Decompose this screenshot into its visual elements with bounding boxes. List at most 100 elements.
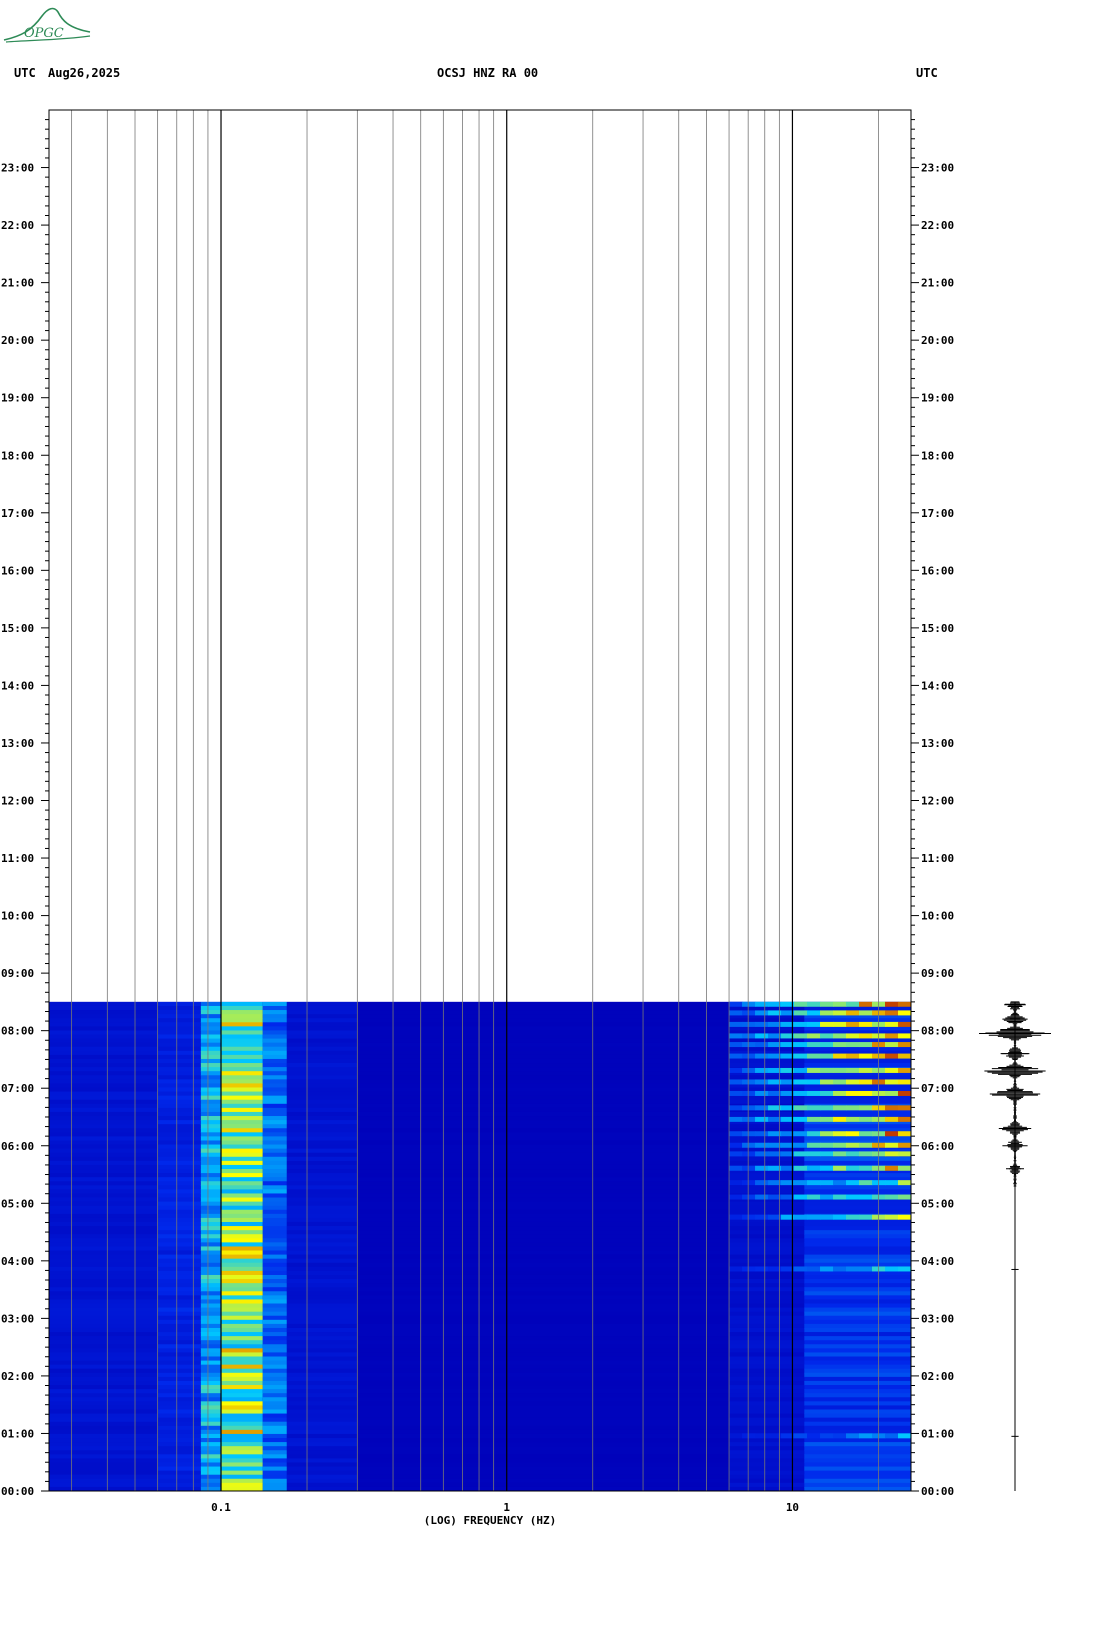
heatmap-cell (221, 1156, 263, 1162)
heatmap-cell (729, 1482, 805, 1488)
heatmap-cell (804, 1315, 911, 1321)
heatmap-cell (804, 1177, 911, 1182)
heatmap-cell (49, 1173, 158, 1178)
heatmap-cell (357, 1442, 730, 1447)
heatmap-cell (221, 1185, 263, 1190)
heatmap-cell (157, 1120, 201, 1125)
heatmap-cell (357, 1103, 730, 1109)
heatmap-cell (49, 1262, 158, 1268)
heatmap-cell (49, 1356, 158, 1362)
heatmap-cell (286, 1380, 358, 1386)
heatmap-cell (262, 1454, 287, 1459)
right-time-label: 12:00 (921, 795, 954, 808)
heatmap-cell (157, 1356, 201, 1362)
heatmap-cell (286, 1103, 358, 1109)
heatmap-cell (157, 1038, 201, 1044)
heatmap-cell (729, 1360, 805, 1366)
event-streak (833, 1105, 847, 1111)
event-streak (781, 1433, 795, 1439)
event-streak (859, 1090, 873, 1096)
event-streak (742, 1131, 756, 1137)
heatmap-cell (729, 1050, 805, 1056)
heatmap-cell (157, 1173, 201, 1178)
heatmap-cell (729, 1156, 805, 1162)
heatmap-cell (286, 1197, 358, 1203)
heatmap-cell (286, 1132, 358, 1137)
heatmap-cell (357, 1242, 730, 1247)
heatmap-cell (157, 1409, 201, 1415)
heatmap-cell (221, 1209, 263, 1215)
heatmap-cell (221, 1307, 263, 1313)
heatmap-cell (804, 1197, 911, 1203)
heatmap-cell (49, 1193, 158, 1199)
heatmap-cell (221, 1262, 263, 1268)
heatmap-cell (200, 1026, 222, 1031)
heatmap-cell (49, 1226, 158, 1231)
left-time-label: 12:00 (1, 795, 34, 808)
event-streak (820, 1042, 834, 1048)
heatmap-cell (49, 1254, 158, 1260)
heatmap-cell (357, 1095, 730, 1101)
heatmap-cell (357, 1120, 730, 1125)
heatmap-cell (262, 1226, 287, 1231)
header-left-timezone: UTC (14, 66, 36, 80)
heatmap-cell (262, 1103, 287, 1109)
heatmap-cell (729, 1438, 805, 1443)
heatmap-cell (804, 1425, 911, 1431)
heatmap-cell (221, 1213, 263, 1219)
event-streak (742, 1214, 756, 1220)
heatmap-cell (357, 1279, 730, 1284)
heatmap-cell (49, 1050, 158, 1056)
heatmap-cell (286, 1425, 358, 1431)
heatmap-cell (49, 1132, 158, 1137)
heatmap-cell (804, 1274, 911, 1280)
event-streak (820, 1105, 834, 1111)
heatmap-cell (729, 1250, 805, 1256)
heatmap-cell (157, 1332, 201, 1337)
heatmap-cell (804, 1360, 911, 1366)
heatmap-cell (49, 1450, 158, 1455)
heatmap-cell (729, 1005, 805, 1011)
event-streak (820, 1090, 834, 1096)
heatmap-cell (357, 1470, 730, 1476)
heatmap-cell (49, 1270, 158, 1276)
heatmap-cell (729, 1205, 805, 1211)
heatmap-cell (200, 1393, 222, 1398)
heatmap-cell (804, 1099, 911, 1105)
heatmap-cell (286, 1307, 358, 1313)
heatmap-cell (221, 1164, 263, 1170)
heatmap-cell (357, 1136, 730, 1141)
event-streak (807, 1001, 821, 1007)
heatmap-cell (157, 1319, 201, 1325)
event-streak (846, 1010, 860, 1016)
header-station: OCSJ HNZ RA 00 (437, 66, 539, 80)
event-streak (859, 1433, 873, 1439)
event-streak (768, 1105, 782, 1111)
heatmap-cell (221, 1401, 263, 1406)
heatmap-cell (49, 1340, 158, 1345)
heatmap-cell (286, 1279, 358, 1284)
heatmap-cell (157, 1279, 201, 1284)
heatmap-cell (729, 1221, 805, 1227)
heatmap-cell (286, 1050, 358, 1056)
heatmap-cell (262, 1262, 287, 1268)
event-streak (781, 1001, 795, 1007)
heatmap-cell (286, 1034, 358, 1040)
heatmap-cell (262, 1442, 287, 1447)
heatmap-cell (804, 1189, 911, 1194)
heatmap-cell (729, 1189, 805, 1194)
heatmap-cell (221, 1266, 263, 1272)
heatmap-cell (262, 1327, 287, 1333)
heatmap-cell (804, 1201, 911, 1207)
event-streak (820, 1214, 834, 1220)
heatmap-cell (157, 1087, 201, 1093)
heatmap-cell (286, 1067, 358, 1072)
x-axis-label: (LOG) FREQUENCY (HZ) (424, 1514, 556, 1527)
heatmap-cell (49, 1258, 158, 1264)
heatmap-cell (49, 1315, 158, 1321)
event-streak (898, 1142, 912, 1148)
heatmap-cell (262, 1279, 287, 1284)
heatmap-cell (729, 1327, 805, 1333)
heatmap-cell (804, 1478, 911, 1484)
heatmap-cell (729, 1083, 805, 1088)
